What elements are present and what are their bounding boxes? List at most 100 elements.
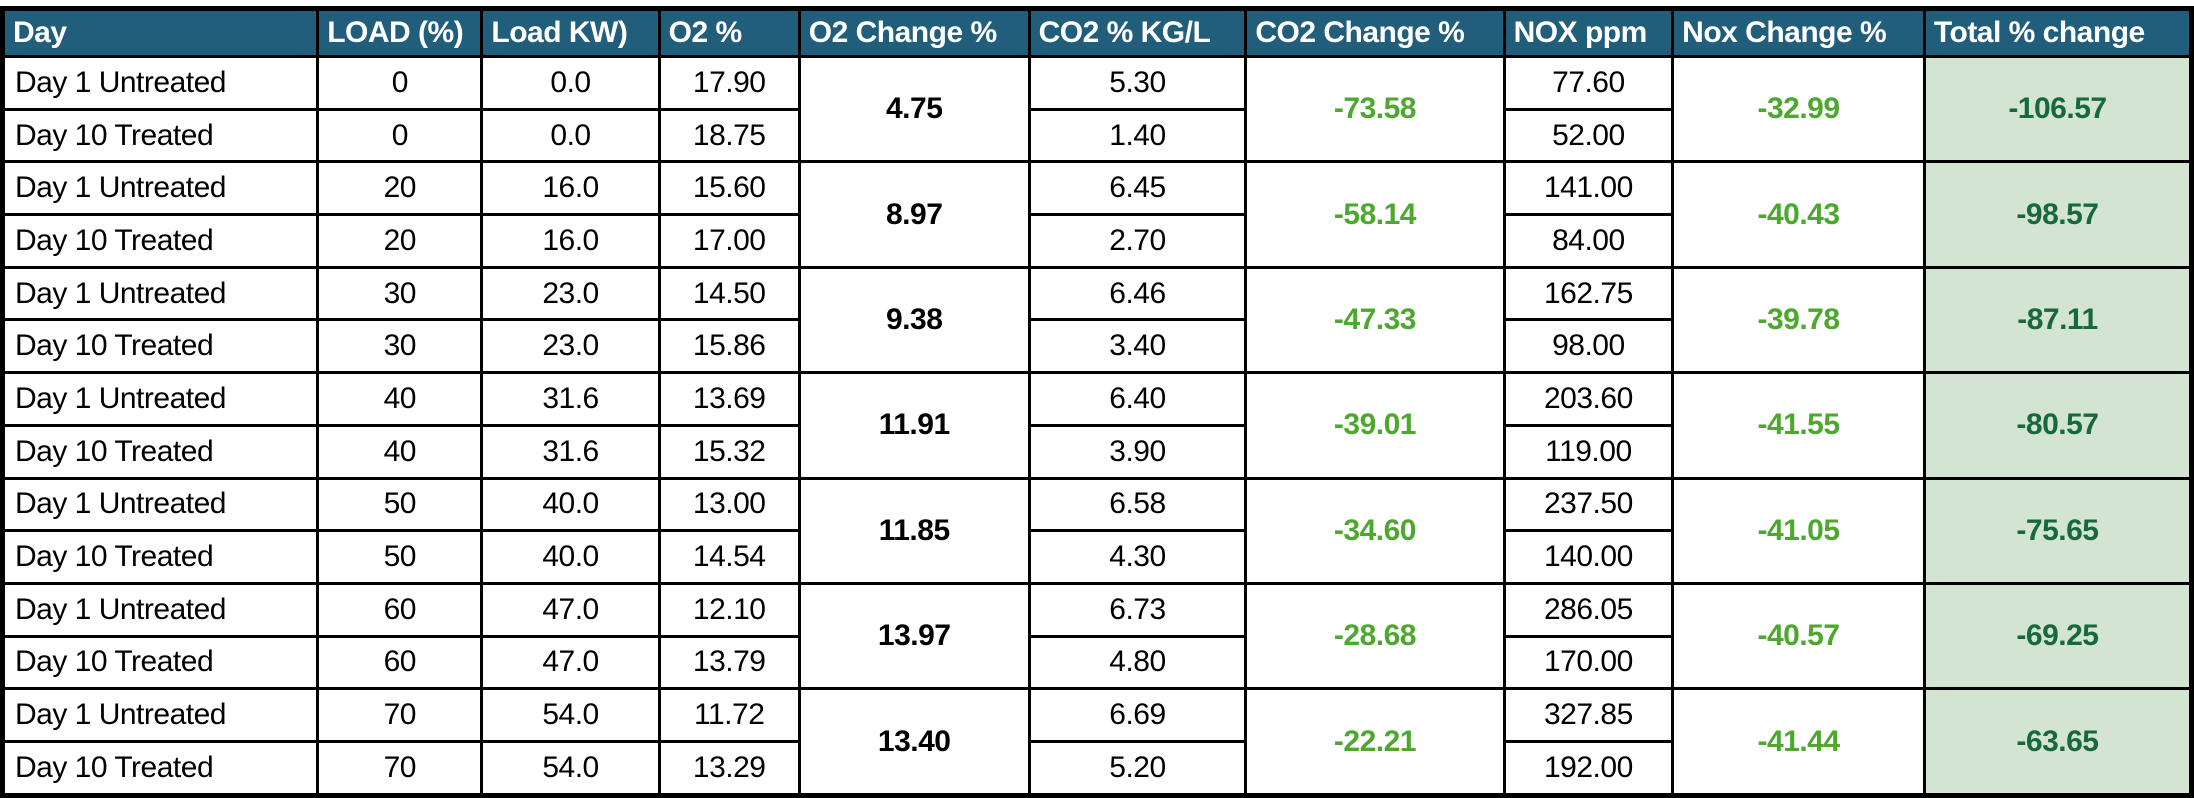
cell-o2[interactable]: 13.69	[657, 371, 801, 427]
cell-nox[interactable]: 286.05	[1502, 581, 1675, 638]
cell-nox[interactable]: 98.00	[1502, 318, 1675, 375]
cell-load-pct[interactable]: 60	[316, 581, 484, 638]
cell-nox[interactable]: 140.00	[1502, 529, 1675, 585]
cell-load-pct[interactable]: 0	[316, 108, 484, 164]
cell-load-kw[interactable]: 31.6	[480, 424, 661, 480]
cell-o2[interactable]: 11.72	[657, 687, 801, 743]
cell-day[interactable]: Day 1 Untreated	[0, 160, 320, 217]
cell-nox-change[interactable]: -40.43	[1671, 160, 1926, 269]
cell-nox[interactable]: 203.60	[1502, 371, 1675, 427]
cell-load-pct[interactable]: 50	[316, 476, 484, 533]
cell-o2[interactable]: 17.90	[657, 55, 801, 111]
cell-co2[interactable]: 6.46	[1027, 265, 1248, 322]
cell-nox-change[interactable]: -41.55	[1671, 371, 1926, 480]
cell-o2-change[interactable]: 13.97	[797, 581, 1031, 691]
cell-nox[interactable]: 119.00	[1502, 424, 1675, 480]
cell-load-kw[interactable]: 54.0	[480, 687, 661, 743]
cell-co2-change[interactable]: -58.14	[1244, 160, 1506, 269]
cell-o2[interactable]: 12.10	[657, 581, 801, 638]
cell-load-kw[interactable]: 16.0	[480, 213, 661, 269]
cell-total-change[interactable]: -69.25	[1922, 581, 2194, 691]
cell-load-pct[interactable]: 0	[316, 55, 484, 111]
cell-load-pct[interactable]: 30	[316, 318, 484, 375]
cell-o2-change[interactable]: 11.85	[797, 476, 1031, 585]
cell-co2[interactable]: 1.40	[1027, 108, 1248, 164]
cell-co2[interactable]: 3.40	[1027, 318, 1248, 375]
cell-nox[interactable]: 84.00	[1502, 213, 1675, 269]
col-header-co2-change[interactable]: CO2 Change %	[1244, 7, 1506, 58]
cell-total-change[interactable]: -98.57	[1922, 160, 2194, 269]
cell-total-change[interactable]: -63.65	[1922, 687, 2194, 797]
cell-co2[interactable]: 2.70	[1027, 213, 1248, 269]
cell-co2[interactable]: 6.40	[1027, 371, 1248, 427]
cell-o2[interactable]: 18.75	[657, 108, 801, 164]
cell-o2[interactable]: 13.29	[657, 740, 801, 798]
cell-co2[interactable]: 6.45	[1027, 160, 1248, 217]
cell-co2-change[interactable]: -73.58	[1244, 54, 1506, 164]
col-header-load-pct[interactable]: LOAD (%)	[316, 7, 484, 58]
cell-day[interactable]: Day 1 Untreated	[0, 687, 320, 743]
cell-day[interactable]: Day 10 Treated	[0, 108, 320, 164]
cell-nox[interactable]: 52.00	[1502, 108, 1675, 164]
cell-co2-change[interactable]: -34.60	[1244, 476, 1506, 585]
cell-nox[interactable]: 192.00	[1502, 740, 1675, 798]
cell-nox[interactable]: 237.50	[1502, 476, 1675, 533]
col-header-load-kw[interactable]: Load KW)	[480, 7, 661, 58]
cell-day[interactable]: Day 10 Treated	[0, 424, 320, 480]
cell-o2-change[interactable]: 4.75	[797, 54, 1031, 164]
cell-load-kw[interactable]: 47.0	[480, 635, 661, 691]
cell-co2[interactable]: 6.73	[1027, 581, 1248, 638]
cell-load-kw[interactable]: 54.0	[480, 740, 661, 798]
cell-co2[interactable]: 4.80	[1027, 635, 1248, 691]
cell-load-pct[interactable]: 70	[316, 687, 484, 743]
cell-o2[interactable]: 14.54	[657, 529, 801, 585]
cell-load-kw[interactable]: 0.0	[480, 108, 661, 164]
cell-load-kw[interactable]: 16.0	[480, 160, 661, 217]
cell-load-pct[interactable]: 60	[316, 635, 484, 691]
col-header-nox-change[interactable]: Nox Change %	[1671, 7, 1926, 58]
cell-o2[interactable]: 15.86	[657, 318, 801, 375]
cell-nox[interactable]: 170.00	[1502, 635, 1675, 691]
cell-o2[interactable]: 17.00	[657, 213, 801, 269]
col-header-o2[interactable]: O2 %	[657, 7, 801, 58]
cell-day[interactable]: Day 10 Treated	[0, 213, 320, 269]
cell-load-pct[interactable]: 70	[316, 740, 484, 798]
col-header-total-change[interactable]: Total % change	[1922, 7, 2194, 58]
cell-total-change[interactable]: -106.57	[1922, 54, 2194, 164]
cell-co2-change[interactable]: -22.21	[1244, 687, 1506, 797]
cell-co2[interactable]: 6.58	[1027, 476, 1248, 533]
cell-day[interactable]: Day 1 Untreated	[0, 55, 320, 111]
cell-load-kw[interactable]: 23.0	[480, 265, 661, 322]
cell-nox[interactable]: 77.60	[1502, 55, 1675, 111]
cell-nox[interactable]: 162.75	[1502, 265, 1675, 322]
cell-nox-change[interactable]: -40.57	[1671, 581, 1926, 691]
cell-load-kw[interactable]: 40.0	[480, 476, 661, 533]
cell-day[interactable]: Day 10 Treated	[0, 318, 320, 375]
col-header-nox[interactable]: NOX ppm	[1502, 7, 1675, 58]
col-header-co2[interactable]: CO2 % KG/L	[1027, 7, 1248, 58]
cell-co2[interactable]: 5.20	[1027, 740, 1248, 798]
cell-o2-change[interactable]: 9.38	[797, 265, 1031, 375]
cell-day[interactable]: Day 10 Treated	[0, 740, 320, 798]
cell-load-pct[interactable]: 20	[316, 160, 484, 217]
cell-nox-change[interactable]: -41.05	[1671, 476, 1926, 585]
cell-day[interactable]: Day 1 Untreated	[0, 265, 320, 322]
cell-nox-change[interactable]: -41.44	[1671, 687, 1926, 797]
cell-day[interactable]: Day 1 Untreated	[0, 371, 320, 427]
cell-load-kw[interactable]: 47.0	[480, 581, 661, 638]
cell-co2-change[interactable]: -39.01	[1244, 371, 1506, 480]
cell-o2[interactable]: 14.50	[657, 265, 801, 322]
cell-day[interactable]: Day 10 Treated	[0, 635, 320, 691]
cell-load-pct[interactable]: 20	[316, 213, 484, 269]
cell-load-pct[interactable]: 30	[316, 265, 484, 322]
cell-nox[interactable]: 327.85	[1502, 687, 1675, 743]
cell-o2-change[interactable]: 8.97	[797, 160, 1031, 269]
cell-load-pct[interactable]: 50	[316, 529, 484, 585]
cell-o2[interactable]: 15.60	[657, 160, 801, 217]
cell-day[interactable]: Day 1 Untreated	[0, 476, 320, 533]
cell-o2[interactable]: 13.79	[657, 635, 801, 691]
cell-nox[interactable]: 141.00	[1502, 160, 1675, 217]
cell-o2-change[interactable]: 13.40	[797, 687, 1031, 797]
cell-co2[interactable]: 3.90	[1027, 424, 1248, 480]
cell-co2[interactable]: 6.69	[1027, 687, 1248, 743]
